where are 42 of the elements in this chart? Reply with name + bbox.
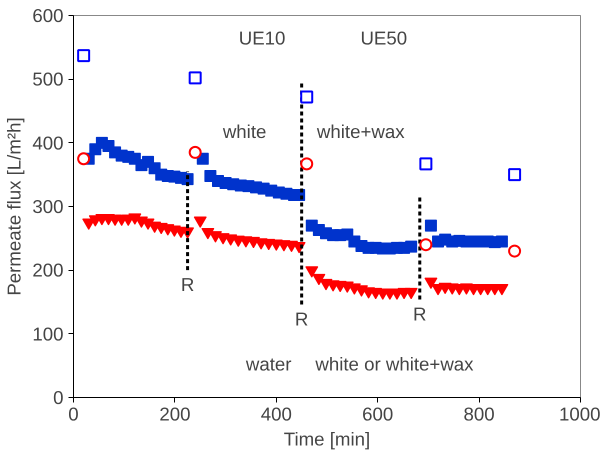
- point: [424, 278, 438, 290]
- point: [188, 71, 202, 84]
- point: [77, 49, 90, 62]
- point: [405, 240, 418, 253]
- annotation: white+wax: [316, 120, 406, 142]
- annotation: R: [294, 308, 308, 330]
- x-tick-label: 600: [362, 404, 394, 424]
- annotation: water: [244, 353, 292, 374]
- point: [194, 216, 207, 228]
- y-tick-label: 500: [32, 68, 64, 90]
- annotation: R: [413, 303, 427, 324]
- x-tick-label: 400: [260, 404, 292, 424]
- y-tick-label: 100: [32, 323, 64, 344]
- x-tick-label: 800: [464, 404, 495, 424]
- point: [404, 288, 418, 300]
- point: [419, 238, 432, 252]
- annotation: UE10: [238, 27, 286, 48]
- point: [188, 146, 202, 159]
- point: [300, 90, 314, 104]
- point: [424, 220, 437, 232]
- y-tick-label: 600: [32, 5, 64, 26]
- point: [496, 236, 508, 248]
- point: [77, 152, 90, 166]
- x-tick-label: 0: [68, 404, 79, 424]
- y-tick-label: 0: [53, 387, 64, 408]
- y-tick-label: 400: [32, 132, 64, 154]
- annotation: white: [222, 120, 266, 142]
- annotation: UE50: [360, 27, 408, 48]
- x-tick-label: 200: [159, 404, 190, 424]
- annotation: white or white+wax: [314, 353, 474, 374]
- point: [305, 266, 318, 278]
- x-tick-label: 1000: [558, 404, 601, 424]
- y-tick-label: 300: [32, 196, 64, 217]
- point: [300, 157, 314, 170]
- annotation: R: [180, 274, 194, 296]
- point: [419, 157, 432, 170]
- y-axis-title: Permeate flux [L/m²h]: [3, 117, 24, 296]
- y-tick-label: 200: [32, 260, 64, 281]
- point: [508, 168, 522, 182]
- point: [312, 274, 326, 286]
- x-axis-title: Time [min]: [284, 428, 370, 450]
- point: [508, 244, 522, 258]
